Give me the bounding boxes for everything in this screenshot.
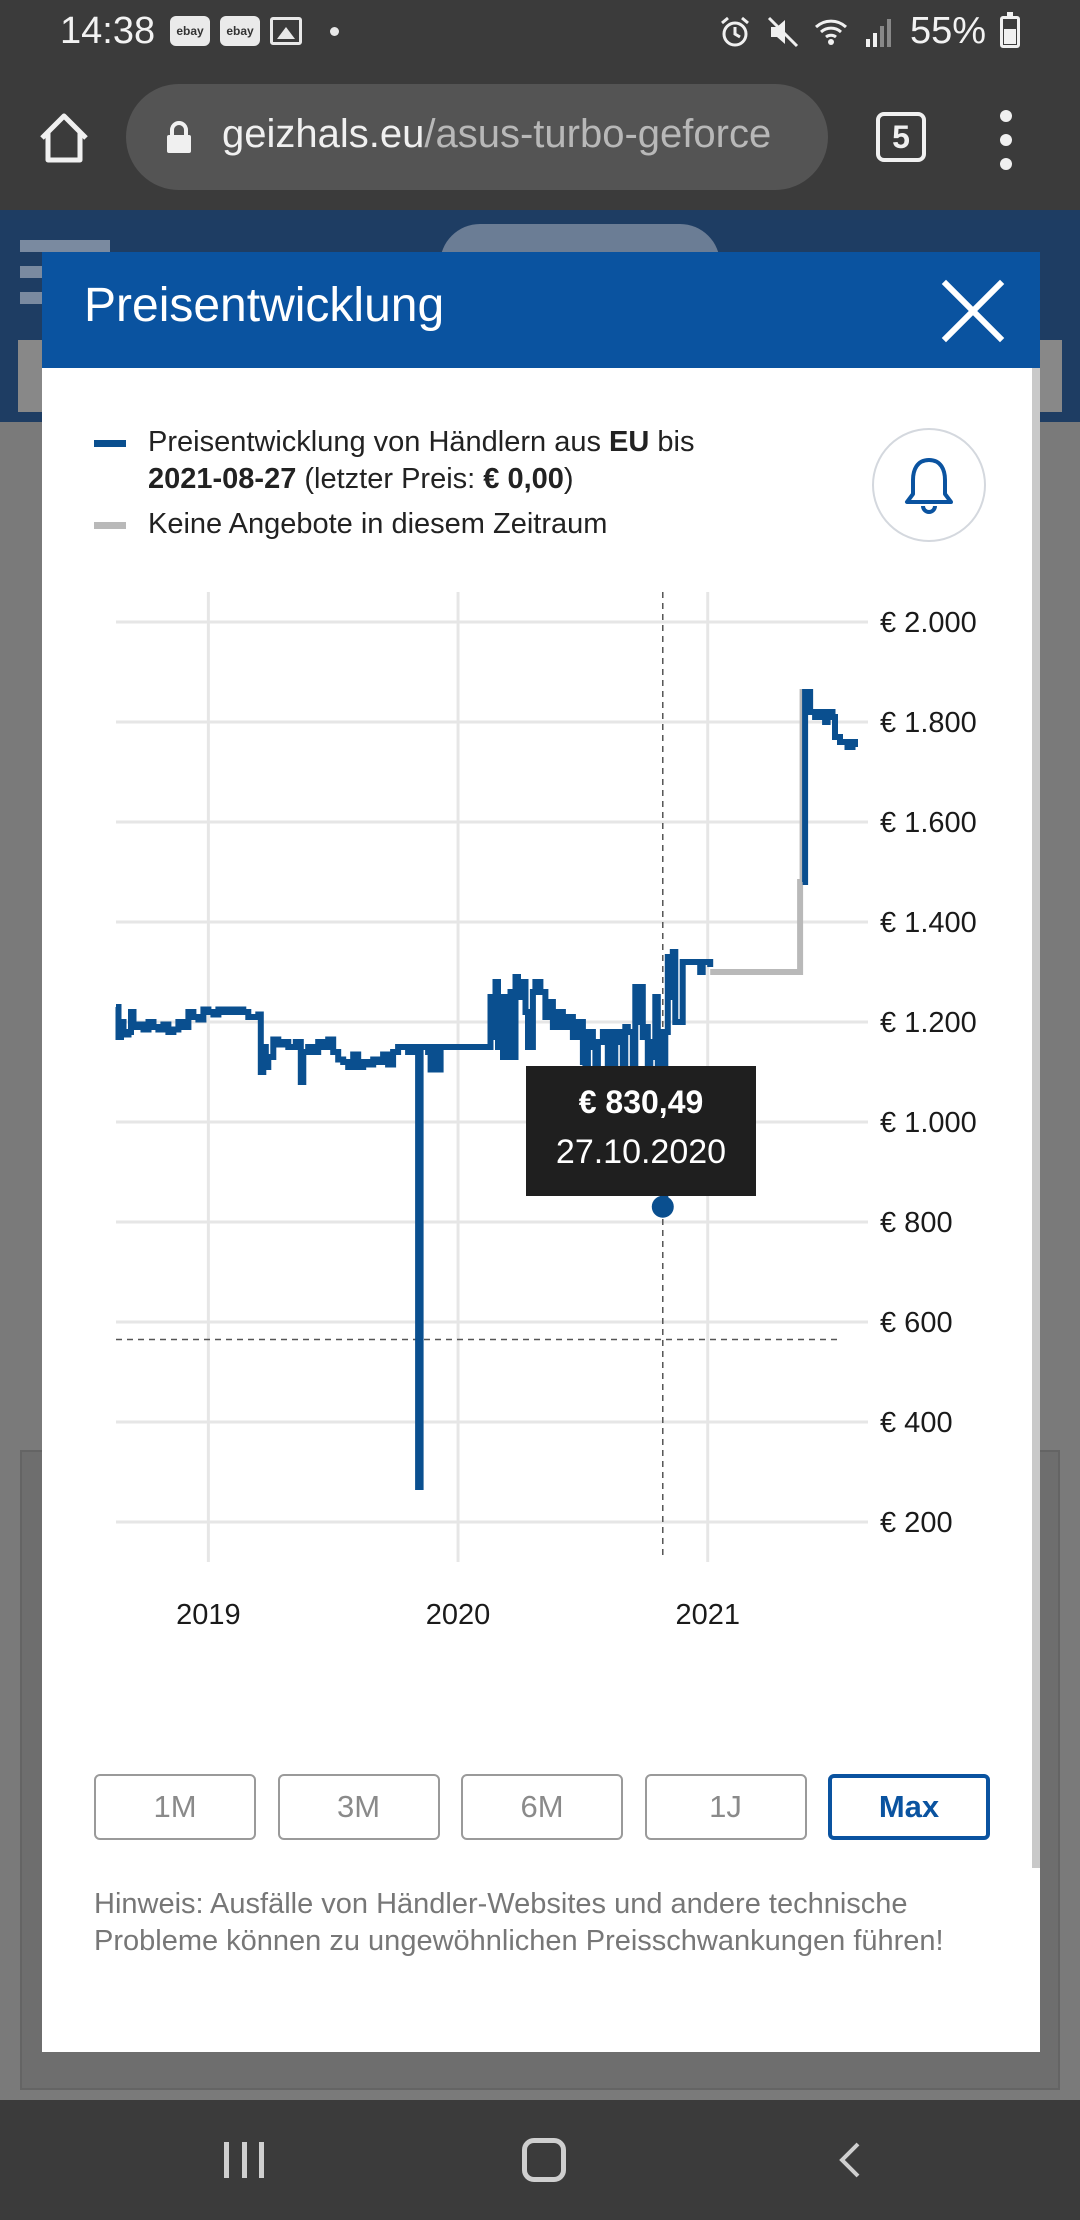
price-history-modal: Preisentwicklung Preisentwicklung von Hä… [42, 252, 1040, 2052]
y-tick-label: € 1.800 [880, 707, 977, 739]
price-series-line [710, 689, 814, 975]
legend-swatch-blue [94, 440, 126, 447]
tab-switcher-button[interactable]: 5 [876, 112, 926, 162]
close-icon[interactable] [940, 278, 1006, 344]
tooltip-price: € 830,49 [578, 1084, 704, 1120]
modal-title: Preisentwicklung [84, 279, 445, 332]
y-tick-label: € 2.000 [880, 607, 977, 639]
hint-text: Hinweis: Ausfälle von Händler-Websites u… [94, 1888, 944, 1957]
range-button-max[interactable]: Max [828, 1774, 990, 1840]
legend-item-no-offers: Keine Angebote in diesem Zeitraum [94, 506, 874, 543]
url-text: geizhals.eu/asus-turbo-geforce [222, 112, 771, 157]
legend-line1-prefix: Preisentwicklung von Händlern aus [148, 426, 610, 458]
tooltip-date: 27.10.2020 [555, 1133, 727, 1171]
range-button-3m[interactable]: 3M [277, 1774, 440, 1840]
range-button-6m[interactable]: 6M [461, 1774, 623, 1840]
legend-line2-end: ) [563, 463, 574, 495]
notification-icons: ebay ebay [170, 16, 339, 46]
overflow-menu-icon[interactable] [996, 110, 1016, 170]
y-tick-label: € 600 [880, 1307, 953, 1339]
y-tick-label: € 400 [880, 1407, 953, 1439]
legend-swatch-grey [94, 522, 126, 529]
legend-region: EU [609, 426, 650, 458]
price-alert-button[interactable] [872, 428, 986, 542]
y-tick-label: € 1.200 [880, 1007, 977, 1039]
y-tick-label: € 1.600 [880, 807, 977, 839]
highlight-point [651, 1195, 674, 1218]
alarm-icon [720, 16, 749, 46]
image-icon [270, 17, 302, 45]
wifi-icon [814, 19, 847, 45]
home-icon[interactable] [36, 110, 92, 166]
chart-tooltip: € 830,49 27.10.2020 [526, 1066, 756, 1196]
x-tick-label: 2021 [675, 1599, 740, 1631]
recent-apps-icon[interactable] [224, 2142, 264, 2178]
mute-icon [767, 16, 798, 47]
price-series-line [802, 689, 858, 885]
modal-scrollbar[interactable] [1032, 368, 1040, 1868]
browser-toolbar: geizhals.eu/asus-turbo-geforce 5 [0, 66, 1080, 210]
battery-icon [1000, 11, 1020, 48]
legend-line2-mid: (letzter Preis: [296, 463, 484, 495]
legend-grey-label: Keine Angebote in diesem Zeitraum [148, 508, 608, 540]
home-nav-icon[interactable] [522, 2138, 566, 2182]
battery-percent: 55% [909, 10, 986, 52]
status-time: 14:38 [60, 10, 156, 52]
legend-date: 2021-08-27 [148, 463, 297, 495]
modal-header: Preisentwicklung [42, 252, 1040, 368]
lock-icon [167, 121, 191, 153]
x-tick-label: 2020 [426, 1599, 491, 1631]
url-domain: geizhals.eu [222, 112, 425, 156]
address-bar[interactable]: geizhals.eu/asus-turbo-geforce [126, 84, 828, 190]
legend-item-eu: Preisentwicklung von Händlern aus EU bis… [94, 424, 874, 498]
y-tick-label: € 800 [880, 1207, 953, 1239]
ebay-icon: ebay [170, 16, 210, 46]
y-tick-label: € 1.400 [880, 907, 977, 939]
status-bar: 14:38 ebay ebay 55% [0, 0, 1080, 66]
legend-last-price: € 0,00 [483, 463, 564, 495]
system-icons: 55% [718, 10, 1020, 53]
range-button-1m[interactable]: 1M [94, 1774, 256, 1840]
bell-icon [905, 458, 953, 514]
price-series-line [115, 949, 714, 1490]
range-button-1j[interactable]: 1J [644, 1774, 807, 1840]
ebay-icon: ebay [220, 16, 260, 46]
signal-icon [865, 18, 891, 47]
system-navigation-bar [0, 2100, 1080, 2220]
legend-line1-suffix: bis [649, 426, 695, 458]
y-tick-label: € 200 [880, 1507, 953, 1539]
chart-legend: Preisentwicklung von Händlern aus EU bis… [94, 424, 874, 543]
range-button-group: 1M 3M 6M 1J Max [94, 1774, 990, 1840]
x-tick-label: 2019 [176, 1599, 241, 1631]
y-tick-label: € 1.000 [880, 1107, 977, 1139]
dot-icon [330, 26, 339, 36]
back-icon[interactable] [830, 2140, 870, 2180]
url-path: /asus-turbo-geforce [424, 112, 772, 156]
